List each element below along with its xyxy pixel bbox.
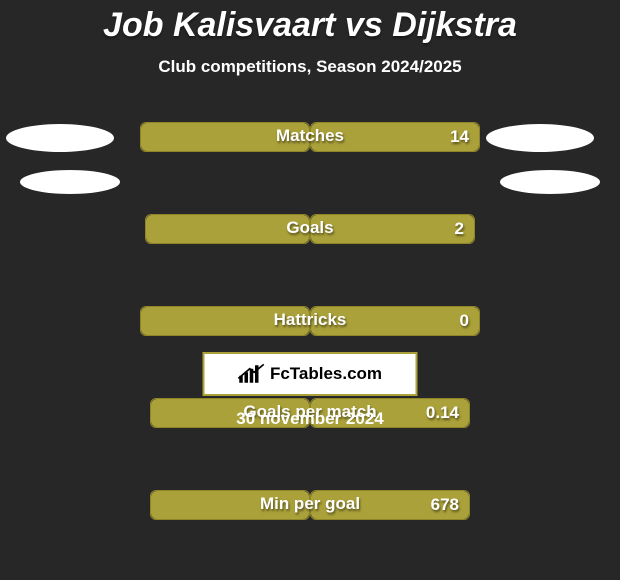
stat-value-right: 14 [450,127,469,147]
stat-value-right: 678 [431,495,459,515]
stat-label: Matches [276,126,344,146]
stat-value-right: 2 [455,219,464,239]
page: Job Kalisvaart vs Dijkstra Club competit… [0,0,620,580]
source-badge-text: FcTables.com [270,364,382,384]
date-label: 30 november 2024 [0,409,620,429]
stat-row: 0 Hattricks [0,306,620,352]
stat-row: 2 Goals [0,214,620,260]
stat-bar-left [145,214,310,244]
player-oval-right [486,124,594,152]
stat-rows: 14Matches2Goals0Hattricks0.14Goals per m… [0,122,620,352]
stat-row: 678 Min per goal [0,490,620,536]
stat-label: Min per goal [260,494,360,514]
stat-value-right: 0 [460,311,469,331]
stat-label: Hattricks [274,310,347,330]
source-badge: FcTables.com [203,352,418,396]
player-oval-right [500,170,600,194]
player-oval-left [6,124,114,152]
player-oval-left [20,170,120,194]
page-subtitle: Club competitions, Season 2024/2025 [0,57,620,77]
page-title: Job Kalisvaart vs Dijkstra [0,0,620,45]
stat-label: Goals [286,218,333,238]
stat-bar-right: 2 [310,214,475,244]
bar-chart-icon [238,363,266,385]
